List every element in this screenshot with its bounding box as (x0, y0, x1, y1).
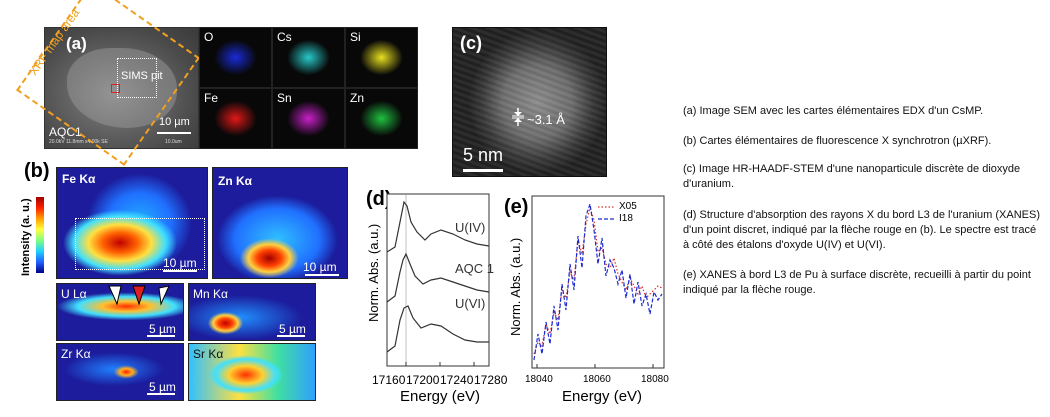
panel-e-tick-1: 18040 (525, 374, 553, 385)
panel-e-letter: (e) (504, 196, 529, 218)
fe-map-label: Fe Kα (62, 172, 96, 186)
edx-map-label: Fe (204, 91, 219, 105)
zr-scale-label: 5 µm (149, 380, 176, 394)
legend-i18: I18 (619, 213, 633, 224)
spectrum-label-aqc1: AQC 1 (455, 261, 495, 276)
panel-c-letter: (c) (460, 33, 482, 53)
zn-map-label: Zn Kα (218, 174, 253, 188)
panel-d-tick-4: 17280 (474, 373, 508, 387)
spectrum-label-uvi: U(VI) (455, 296, 486, 311)
caption-e: (e) XANES à bord L3 de Pu à surface disc… (683, 269, 1031, 296)
red-marker (111, 84, 120, 93)
fe-ka-map: Fe Kα 10 µm (56, 167, 208, 279)
panel-d-tick-3: 17240 (440, 373, 474, 387)
colorbar (36, 197, 44, 273)
sem-meta-right: 10.0um (165, 139, 182, 145)
sims-label: SIMS pit (121, 70, 163, 82)
zr-ka-map: Zr Kα 5 µm (56, 343, 184, 401)
panel-d-ylabel: Norm. Abs. (a.u.) (366, 223, 381, 322)
arrow-markers (108, 285, 170, 306)
colorbar-label: Intensity (a. u.) (20, 198, 32, 276)
mn-map-label: Mn Kα (193, 287, 228, 301)
spectrum-label-uiv: U(IV) (455, 220, 486, 235)
lattice-spacing-marker (512, 108, 524, 126)
edx-map-cs: Cs (272, 27, 345, 88)
stem-scale-label: 5 nm (463, 145, 504, 165)
edx-map-si: Si (345, 27, 418, 88)
panel-a-letter: (a) (66, 34, 87, 53)
edx-map-o: O (199, 27, 272, 88)
panel-d-plot (386, 193, 490, 367)
panel-d-letter: (d) (366, 188, 392, 210)
sem-meta: 20.0kV 11.8mm x4.00k SE (49, 139, 108, 145)
fe-scale-label: 10 µm (163, 256, 197, 270)
zn-ka-map: Zn Kα 10 µm (212, 167, 348, 279)
stem-image: ~3.1 Å 5 nm (452, 27, 607, 177)
panel-e-ylabel: Norm. Abs. (a.u.) (508, 237, 523, 336)
panel-d-tick-1: 17160 (372, 373, 406, 387)
panel-e-xlabel: Energy (eV) (562, 388, 643, 405)
edx-map-fe: Fe (199, 88, 272, 149)
edx-map-label: Cs (277, 30, 292, 44)
panel-e-plot (531, 195, 665, 369)
mn-ka-map: Mn Kα 5 µm (188, 283, 316, 341)
edx-map-label: Zn (350, 91, 365, 105)
sims-pit-box (117, 58, 157, 98)
zr-map-label: Zr Kα (61, 347, 91, 361)
caption-d: (d) Structure d'absorption des rayons X … (683, 209, 1040, 251)
edx-map-sn: Sn (272, 88, 345, 149)
edx-map-label: O (204, 30, 214, 44)
sample-label: AQC1 (49, 125, 82, 139)
edx-map-label: Sn (277, 91, 292, 105)
u-map-label: U Lα (61, 287, 87, 301)
edx-map-label: Si (350, 30, 361, 44)
sem-scale-label: 10 µm (159, 116, 190, 128)
caption-c: (c) Image HR-HAADF-STEM d'une nanopartic… (683, 163, 1021, 190)
sr-map-label: Sr Kα (193, 347, 224, 361)
edx-map-zn: Zn (345, 88, 418, 149)
panel-d-xlabel: Energy (eV) (400, 388, 481, 405)
panel-e-tick-2: 18060 (583, 374, 611, 385)
zn-scale-label: 10 µm (303, 260, 337, 274)
caption-b: (b) Cartes élémentaires de fluorescence … (683, 135, 992, 147)
sem-image: SIMS pit AQC1 10 µm 20.0kV 11.8mm x4.00k… (44, 27, 199, 149)
mn-scale-label: 5 µm (279, 322, 306, 336)
u-scale-label: 5 µm (149, 322, 176, 336)
legend-x05: X05 (619, 201, 637, 212)
panel-e-tick-3: 18080 (641, 374, 669, 385)
lattice-spacing-label: ~3.1 Å (527, 112, 565, 127)
panel-b-letter: (b) (24, 160, 50, 182)
caption-a: (a) Image SEM avec les cartes élémentair… (683, 105, 984, 117)
panel-d-tick-2: 17200 (406, 373, 440, 387)
u-la-map: U Lα 5 µm (56, 283, 184, 341)
sr-ka-map: Sr Kα (188, 343, 316, 401)
